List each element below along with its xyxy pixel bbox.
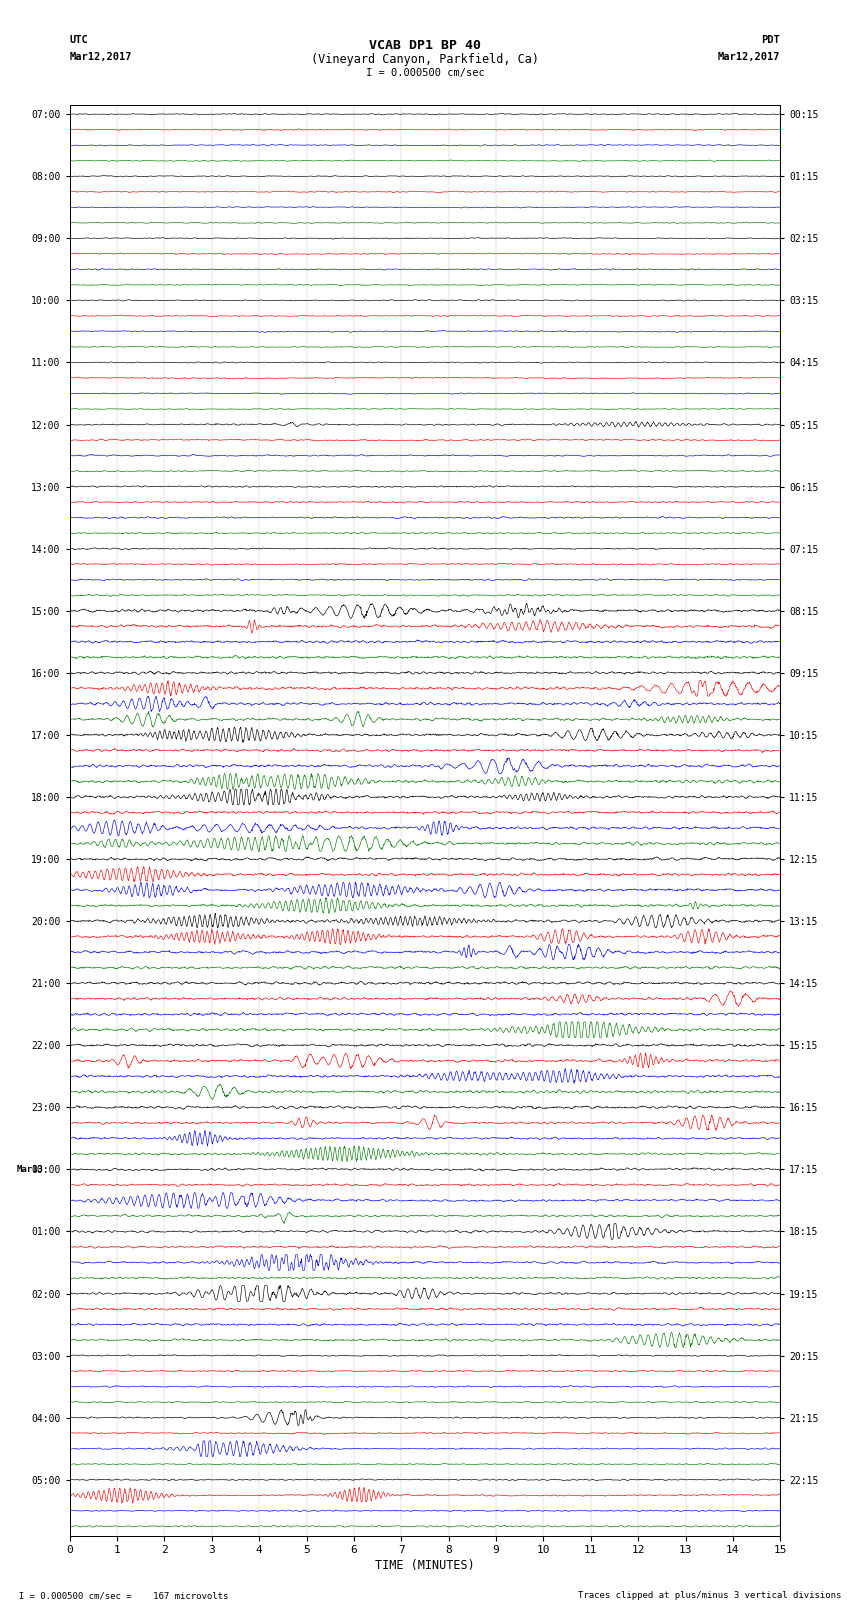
Text: I = 0.000500 cm/sec: I = 0.000500 cm/sec bbox=[366, 68, 484, 77]
Text: (Vineyard Canyon, Parkfield, Ca): (Vineyard Canyon, Parkfield, Ca) bbox=[311, 53, 539, 66]
Text: I = 0.000500 cm/sec =    167 microvolts: I = 0.000500 cm/sec = 167 microvolts bbox=[8, 1590, 229, 1600]
Text: Mar13: Mar13 bbox=[16, 1165, 43, 1174]
Text: Mar12,2017: Mar12,2017 bbox=[70, 52, 133, 61]
Text: Traces clipped at plus/minus 3 vertical divisions: Traces clipped at plus/minus 3 vertical … bbox=[578, 1590, 842, 1600]
X-axis label: TIME (MINUTES): TIME (MINUTES) bbox=[375, 1560, 475, 1573]
Text: PDT: PDT bbox=[762, 35, 780, 45]
Text: VCAB DP1 BP 40: VCAB DP1 BP 40 bbox=[369, 39, 481, 52]
Text: Mar12,2017: Mar12,2017 bbox=[717, 52, 780, 61]
Text: UTC: UTC bbox=[70, 35, 88, 45]
